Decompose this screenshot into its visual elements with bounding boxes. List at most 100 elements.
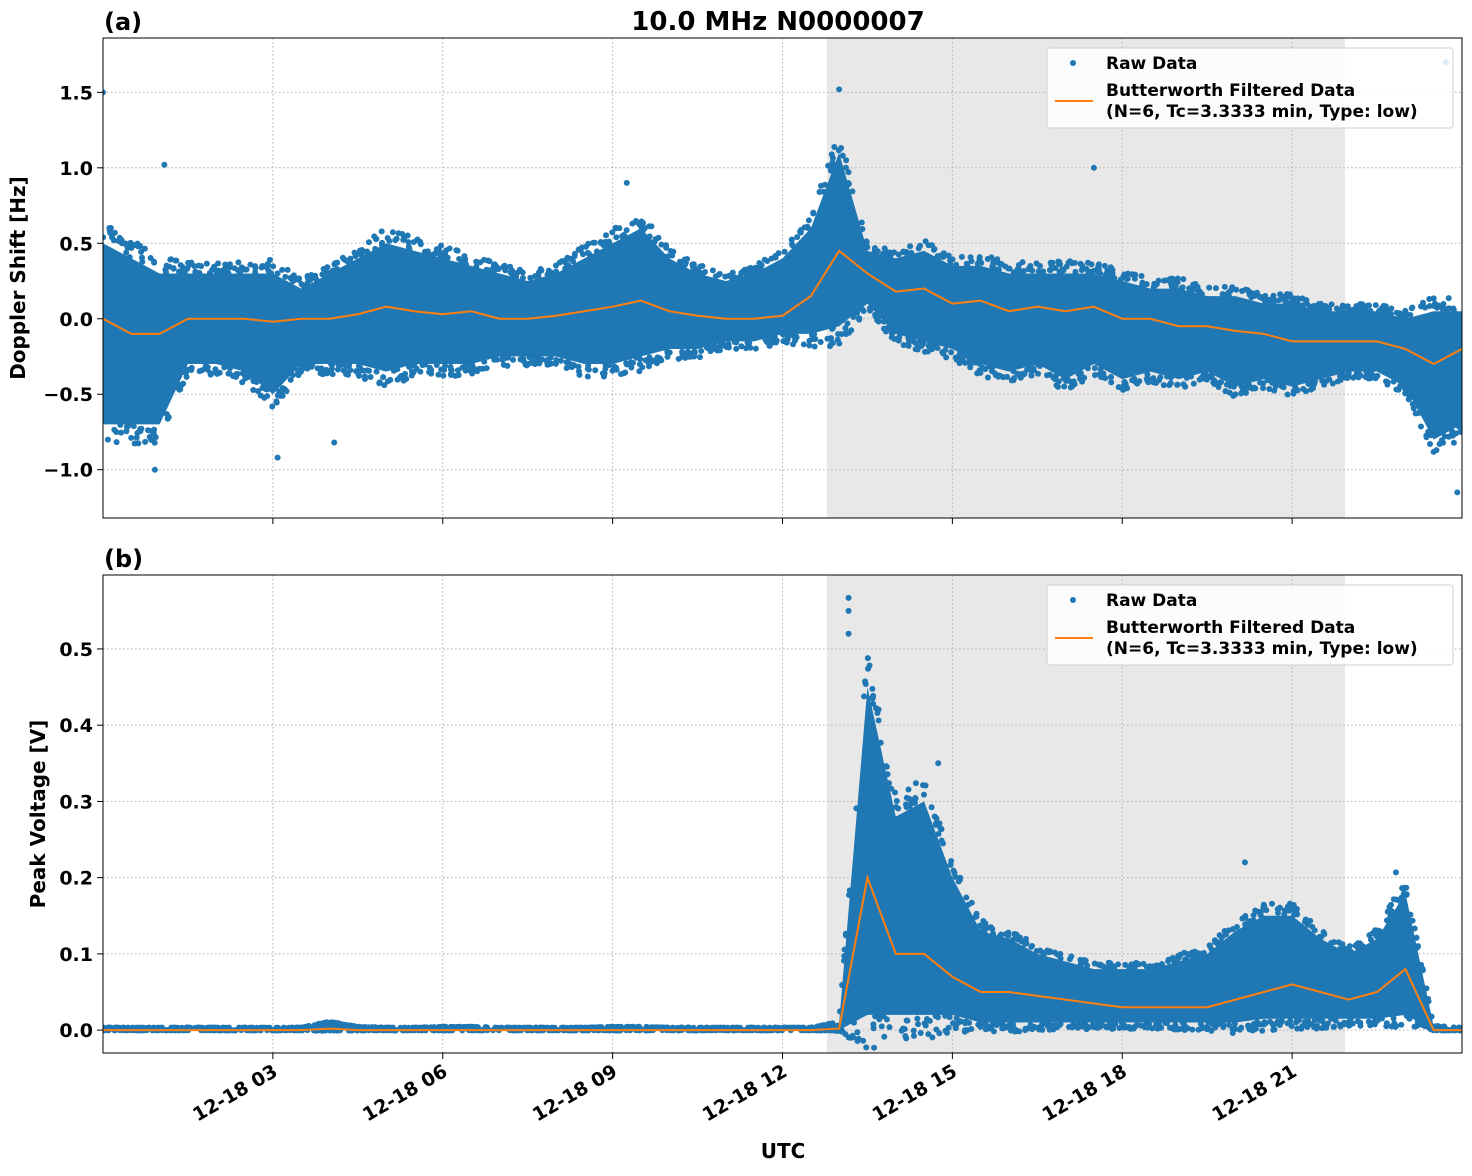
raw-data-point xyxy=(1169,275,1176,282)
raw-data-point xyxy=(716,270,723,277)
raw-data-point xyxy=(424,248,431,255)
raw-data-point xyxy=(361,373,368,380)
raw-data-point xyxy=(264,261,271,268)
legend-box xyxy=(1046,584,1454,666)
raw-data-point xyxy=(1121,1022,1128,1029)
raw-data-point xyxy=(324,370,331,377)
raw-data-point xyxy=(842,1031,849,1038)
raw-data-point xyxy=(498,1024,505,1031)
raw-data-point xyxy=(849,188,856,195)
raw-data-point xyxy=(854,1029,861,1036)
raw-data-point xyxy=(1274,1018,1281,1025)
raw-data-point xyxy=(113,439,120,446)
raw-data-point xyxy=(1028,372,1035,379)
raw-data-point xyxy=(858,219,865,226)
raw-data-point xyxy=(356,364,363,371)
raw-data-point xyxy=(839,152,846,159)
raw-data-point xyxy=(908,249,915,256)
raw-data-point xyxy=(881,1033,888,1040)
raw-data-point xyxy=(547,354,554,361)
raw-data-point xyxy=(836,340,843,347)
raw-data-point xyxy=(329,371,336,378)
raw-data-point xyxy=(334,366,341,373)
raw-data-point xyxy=(1398,1021,1405,1028)
raw-data-point xyxy=(1393,1023,1400,1030)
raw-data-point xyxy=(1021,370,1028,377)
raw-data-point xyxy=(118,429,125,436)
raw-data-point xyxy=(1245,1025,1252,1032)
raw-data-point xyxy=(139,258,146,265)
raw-data-point xyxy=(1303,299,1310,306)
raw-data-point xyxy=(605,362,612,369)
y-tick-label: 0.1 xyxy=(59,944,93,966)
raw-data-point xyxy=(242,375,249,382)
raw-data-point xyxy=(1396,310,1403,317)
y-tick-label: −1.0 xyxy=(43,460,93,482)
raw-data-point xyxy=(332,260,339,267)
raw-data-point xyxy=(1005,929,1012,936)
raw-data-point xyxy=(469,370,476,377)
raw-data-point xyxy=(1390,896,1397,903)
raw-data-point xyxy=(1403,891,1410,898)
raw-data-point xyxy=(1455,423,1462,430)
raw-data-point xyxy=(1097,1023,1104,1030)
raw-data-point xyxy=(1281,911,1288,918)
raw-data-point xyxy=(1339,305,1346,312)
raw-data-point xyxy=(1035,370,1042,377)
raw-data-point xyxy=(334,266,341,273)
raw-data-point xyxy=(1109,270,1116,277)
raw-data-point xyxy=(1445,295,1452,302)
raw-data-point xyxy=(1450,307,1457,314)
raw-data-point xyxy=(613,364,620,371)
raw-data-point xyxy=(648,358,655,365)
raw-data-point xyxy=(895,251,902,258)
raw-data-point xyxy=(1115,961,1122,968)
raw-data-point xyxy=(1150,375,1157,382)
raw-data-point xyxy=(150,258,157,265)
raw-data-point xyxy=(1222,931,1229,938)
raw-data-point xyxy=(915,1021,922,1028)
x-tick-label: 12-18 21 xyxy=(1208,1060,1300,1126)
raw-data-point xyxy=(1327,1015,1334,1022)
raw-data-point xyxy=(264,393,271,400)
raw-data-point xyxy=(761,256,768,263)
raw-data-point xyxy=(876,1016,883,1023)
raw-data-point xyxy=(517,356,524,363)
raw-data-point xyxy=(921,1020,928,1027)
raw-data-point xyxy=(1409,304,1416,311)
raw-data-point xyxy=(575,368,582,375)
raw-data-point xyxy=(902,1033,909,1040)
raw-data-point xyxy=(710,343,717,350)
raw-data-point xyxy=(906,337,913,344)
raw-data-point xyxy=(999,1025,1006,1032)
raw-data-point xyxy=(869,685,876,692)
raw-data-point xyxy=(961,1028,968,1035)
legend-filtered-params: (N=6, Tc=3.3333 min, Type: low) xyxy=(1106,102,1418,122)
raw-data-point xyxy=(1245,919,1252,926)
raw-data-point xyxy=(274,270,281,277)
raw-data-point xyxy=(1078,1023,1085,1030)
raw-data-point xyxy=(1166,1024,1173,1031)
raw-data-point xyxy=(1423,434,1430,441)
raw-data-point xyxy=(973,910,980,917)
y-tick-label: −0.5 xyxy=(43,384,93,406)
raw-data-point xyxy=(1414,944,1421,951)
raw-data-point xyxy=(842,164,849,171)
raw-data-point xyxy=(967,361,974,368)
plot-area xyxy=(103,59,1462,496)
raw-data-point xyxy=(1015,261,1022,268)
raw-data-point xyxy=(811,331,818,338)
raw-data-point xyxy=(558,258,565,265)
raw-data-point xyxy=(1122,961,1129,968)
raw-data-point xyxy=(1179,1019,1186,1026)
raw-data-point xyxy=(975,1021,982,1028)
raw-data-point xyxy=(483,365,490,372)
raw-data-point xyxy=(995,266,1002,273)
raw-data-point xyxy=(928,804,935,811)
raw-data-point xyxy=(888,785,895,792)
raw-data-point xyxy=(133,434,140,441)
raw-data-point xyxy=(1267,1018,1274,1025)
raw-data-point xyxy=(1040,951,1047,958)
raw-data-point xyxy=(831,143,838,150)
raw-data-point xyxy=(1302,388,1309,395)
